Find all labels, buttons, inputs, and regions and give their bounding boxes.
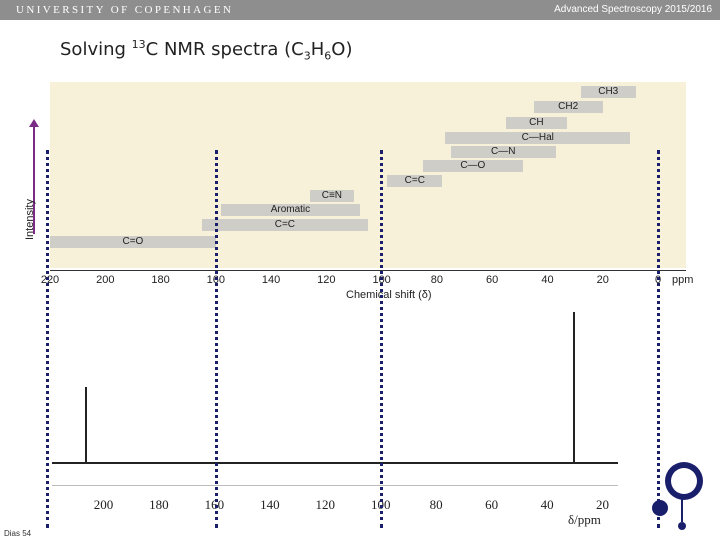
- range-bar: CH2: [533, 101, 603, 113]
- x-tick-label: 140: [261, 274, 281, 286]
- spectrum-tick-label: 120: [315, 497, 336, 512]
- x-tick-label: 120: [317, 274, 336, 286]
- range-bar: C—O: [423, 160, 523, 172]
- x-tick-label: 60: [486, 274, 499, 286]
- header-bar: UNIVERSITY OF COPENHAGEN Advanced Spectr…: [0, 0, 720, 20]
- intensity-arrow-head: [29, 119, 39, 127]
- range-bar: C=C: [387, 175, 443, 187]
- x-tick-label: 180: [151, 274, 170, 286]
- university-name: UNIVERSITY OF COPENHAGEN: [16, 4, 234, 16]
- range-label: Aromatic: [270, 204, 311, 215]
- spectrum-tick-label: 40: [540, 497, 554, 512]
- range-label: CH2: [558, 101, 579, 112]
- x-tick-label: 40: [541, 274, 554, 286]
- range-label: C—Hal: [521, 132, 554, 143]
- x-tick-label: 200: [96, 274, 115, 286]
- course-title: Advanced Spectroscopy 2015/2016: [554, 4, 712, 15]
- logo-dot: [652, 500, 668, 516]
- x-tick-label: 220: [40, 274, 60, 286]
- spectrum-tick-label: 180: [149, 497, 169, 512]
- range-label: CH3: [598, 86, 619, 97]
- range-bar: C—Hal: [445, 132, 631, 144]
- x-axis-unit: ppm: [672, 274, 694, 286]
- spectrum-axis: [52, 485, 618, 486]
- chemical-shift-chart: CH3 CH2 CH C—Hal C—N C—O C=C C≡N Aromatic C=C C=O: [50, 82, 686, 268]
- range-label: C=C: [274, 219, 296, 230]
- range-bar: C=O: [50, 236, 216, 248]
- dotted-guide-160: [215, 150, 218, 528]
- x-axis: [50, 270, 686, 271]
- range-bar: CH: [506, 117, 567, 129]
- range-bar: C≡N: [309, 190, 354, 202]
- spectrum-peak: [85, 387, 88, 462]
- university-seal-logo: [665, 462, 703, 500]
- range-bar: Aromatic: [221, 204, 360, 216]
- x-tick-label: 80: [430, 274, 444, 286]
- logo-line: [681, 496, 683, 522]
- range-label: CH: [529, 117, 544, 128]
- spectrum-peak: [573, 312, 576, 462]
- slide-number: Dias 54: [4, 529, 32, 538]
- y-axis-label: Intensity: [24, 199, 36, 240]
- spectrum-tick-label: 140: [260, 497, 280, 512]
- spectrum-axis-label: δ/ppm: [568, 512, 601, 527]
- range-label: C=O: [122, 236, 144, 247]
- range-label: C—O: [460, 160, 486, 171]
- slide-title: Solving 13C NMR spectra (C3H6O): [60, 38, 353, 63]
- range-label: C≡N: [321, 190, 343, 201]
- spectrum-baseline: [52, 462, 618, 464]
- spectrum-tick-label: 160: [204, 497, 225, 512]
- dotted-guide-0: [657, 150, 660, 528]
- range-bar: C=C: [202, 219, 368, 231]
- logo-dot-small: [678, 522, 686, 530]
- spectrum-tick-label: 80: [429, 497, 443, 512]
- range-label: C—N: [491, 146, 516, 157]
- range-label: C=C: [404, 175, 425, 186]
- range-bar: C—N: [450, 146, 556, 158]
- x-tick-label: 20: [596, 274, 609, 286]
- dotted-guide-220: [46, 150, 49, 528]
- range-bar: CH3: [580, 86, 636, 98]
- spectrum-tick-label: 20: [596, 497, 610, 512]
- spectrum-tick-label: 60: [485, 497, 499, 512]
- spectrum-tick-label: 200: [93, 497, 114, 512]
- intensity-arrow: [33, 126, 35, 234]
- dotted-guide-100: [380, 150, 383, 528]
- x-axis-label: Chemical shift (δ): [346, 289, 432, 301]
